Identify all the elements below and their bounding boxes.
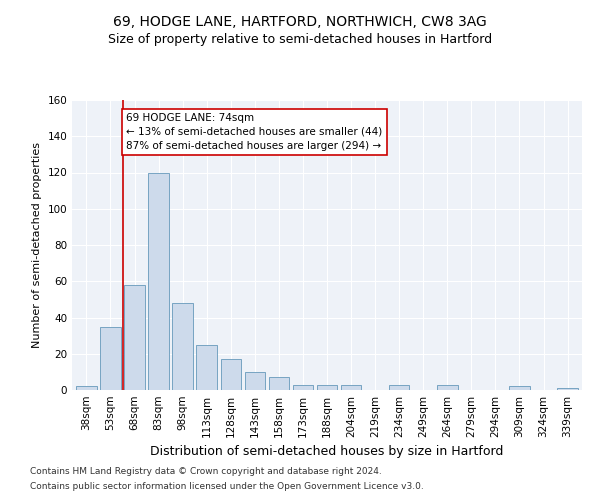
Bar [317,384,337,390]
X-axis label: Distribution of semi-detached houses by size in Hartford: Distribution of semi-detached houses by … [151,446,503,458]
Bar [221,359,241,390]
Bar [341,384,361,390]
Bar [100,326,121,390]
Text: Size of property relative to semi-detached houses in Hartford: Size of property relative to semi-detach… [108,32,492,46]
Bar [269,378,289,390]
Y-axis label: Number of semi-detached properties: Number of semi-detached properties [32,142,42,348]
Text: Contains public sector information licensed under the Open Government Licence v3: Contains public sector information licen… [30,482,424,491]
Bar [124,285,145,390]
Bar [148,172,169,390]
Text: Contains HM Land Registry data © Crown copyright and database right 2024.: Contains HM Land Registry data © Crown c… [30,467,382,476]
Bar [196,344,217,390]
Text: 69 HODGE LANE: 74sqm
← 13% of semi-detached houses are smaller (44)
87% of semi-: 69 HODGE LANE: 74sqm ← 13% of semi-detac… [126,112,382,150]
Bar [557,388,578,390]
Bar [76,386,97,390]
Bar [437,384,458,390]
Bar [293,384,313,390]
Bar [245,372,265,390]
Bar [509,386,530,390]
Bar [389,384,409,390]
Bar [172,303,193,390]
Text: 69, HODGE LANE, HARTFORD, NORTHWICH, CW8 3AG: 69, HODGE LANE, HARTFORD, NORTHWICH, CW8… [113,15,487,29]
